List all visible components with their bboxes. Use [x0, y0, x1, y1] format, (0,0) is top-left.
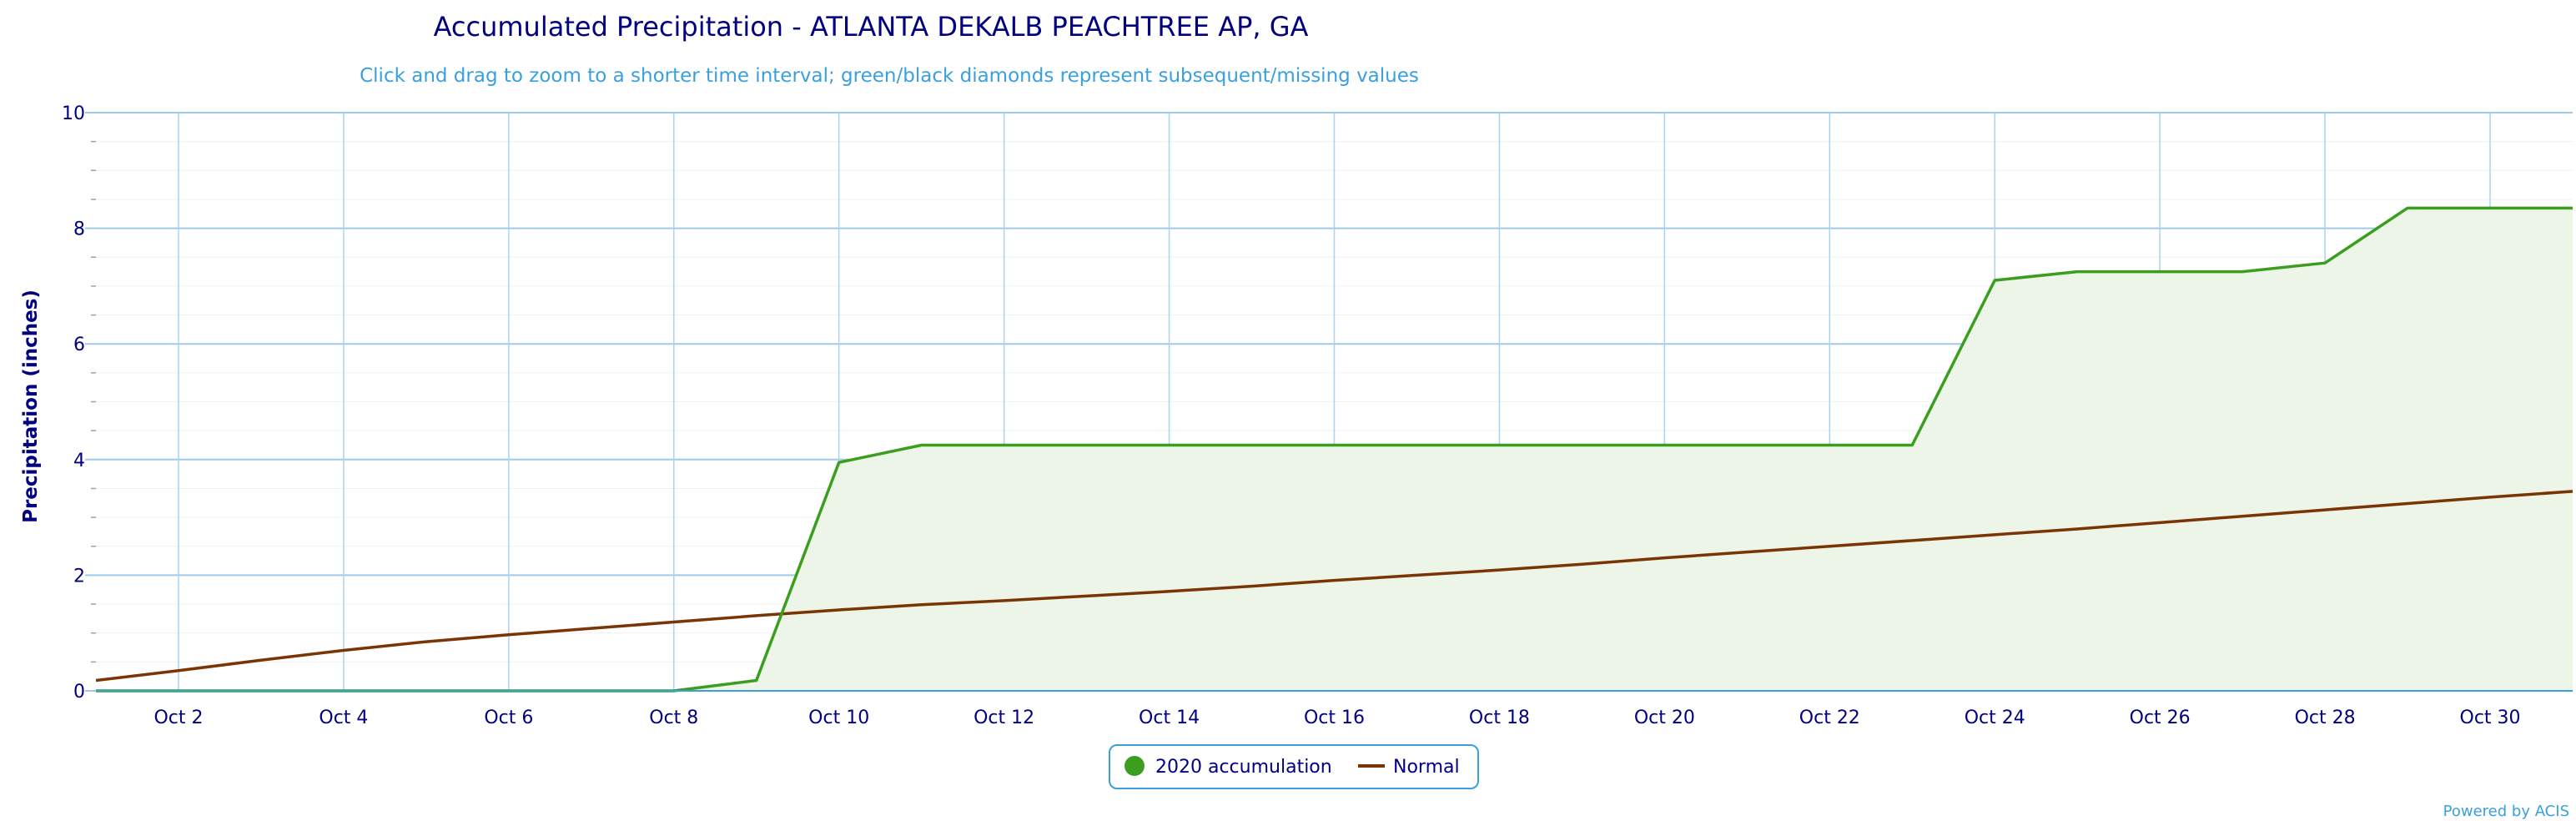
y-tick-label: 4: [73, 451, 85, 471]
chart-subtitle: Click and drag to zoom to a shorter time…: [360, 65, 1419, 87]
x-tick-label: Oct 12: [974, 708, 1034, 728]
x-tick-label: Oct 24: [1965, 708, 2025, 728]
x-tick-label: Oct 4: [319, 708, 368, 728]
chart-title: Accumulated Precipitation - ATLANTA DEKA…: [434, 11, 1309, 43]
legend-label-normal[interactable]: Normal: [1393, 757, 1460, 778]
accumulation-area-fill: [96, 208, 2573, 692]
legend-marker-2020-accumulation[interactable]: [1124, 756, 1145, 776]
legend[interactable]: 2020 accumulation Normal: [1109, 744, 1479, 789]
x-tick-label: Oct 18: [1469, 708, 1530, 728]
x-tick-label: Oct 8: [649, 708, 698, 728]
x-tick-label: Oct 28: [2295, 708, 2356, 728]
x-tick-label: Oct 10: [808, 708, 869, 728]
legend-box: [1109, 744, 1479, 789]
x-tick-label: Oct 30: [2460, 708, 2521, 728]
y-tick-label: 6: [73, 335, 85, 355]
x-tick-label: Oct 20: [1634, 708, 1695, 728]
x-tick-label: Oct 22: [1799, 708, 1860, 728]
y-tick-label: 8: [73, 219, 85, 240]
y-tick-label: 10: [62, 103, 85, 124]
y-tick-label: 0: [73, 682, 85, 703]
y-tick-labels: 0 2 4 6 8 10: [62, 103, 85, 703]
x-tick-label: Oct 14: [1139, 708, 1200, 728]
x-tick-label: Oct 2: [153, 708, 203, 728]
axes: [85, 112, 2573, 692]
legend-label-2020-accumulation[interactable]: 2020 accumulation: [1155, 757, 1332, 778]
x-tick-label: Oct 16: [1304, 708, 1365, 728]
x-tick-label: Oct 26: [2130, 708, 2191, 728]
x-tick-label: Oct 6: [484, 708, 533, 728]
powered-by-credit[interactable]: Powered by ACIS: [2443, 803, 2569, 820]
y-tick-label: 2: [73, 566, 85, 587]
y-axis-label: Precipitation (inches): [20, 290, 42, 523]
x-tick-labels: Oct 2 Oct 4 Oct 6 Oct 8 Oct 10 Oct 12 Oct 14 Oc…: [153, 708, 2520, 728]
series-line-normal[interactable]: [95, 490, 2573, 682]
accumulation-area: [96, 208, 2573, 692]
